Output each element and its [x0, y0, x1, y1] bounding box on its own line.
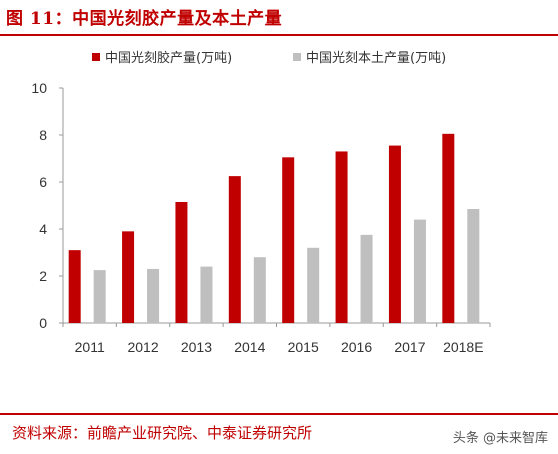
bar-domestic-output-2017 — [413, 219, 426, 323]
bar-domestic-output-2016 — [360, 234, 373, 323]
figure-title: 图 11：中国光刻胶产量及本土产量 — [6, 9, 283, 29]
y-tick-label: 2 — [39, 268, 47, 284]
bar-chart: 中国光刻胶产量(万吨) 中国光刻本土产量(万吨) 0 2 4 6 8 10 2011 2012… — [31, 50, 491, 355]
legend-swatch — [293, 53, 301, 61]
y-tick-label: 6 — [39, 174, 47, 190]
chart-legend: 中国光刻胶产量(万吨) 中国光刻本土产量(万吨) — [92, 50, 446, 66]
title-rule — [0, 34, 558, 36]
x-tick-label: 2011 — [75, 339, 105, 355]
bar-domestic-output-2018E — [467, 209, 480, 323]
x-tick-label: 2016 — [341, 339, 372, 355]
bar-domestic-output-2013 — [200, 266, 213, 323]
legend-label: 中国光刻本土产量(万吨) — [306, 51, 446, 66]
x-tick-label: 2014 — [234, 339, 265, 355]
y-tick-label: 4 — [39, 221, 47, 237]
source-rule — [0, 413, 558, 415]
x-tick-label: 2013 — [181, 339, 212, 355]
bar-domestic-output-2012 — [147, 268, 160, 323]
bar-total-output-2015 — [282, 157, 295, 323]
y-axis: 0 2 4 6 8 10 — [31, 80, 64, 331]
bar-domestic-output-2015 — [307, 247, 320, 323]
bars — [68, 133, 480, 323]
x-tick-label: 2017 — [394, 339, 425, 355]
bar-total-output-2017 — [388, 145, 401, 323]
bar-total-output-2014 — [228, 176, 241, 323]
y-tick-label: 8 — [39, 127, 47, 143]
x-tick-label: 2018E — [443, 339, 483, 355]
x-tick-label: 2012 — [127, 339, 158, 355]
watermark: 头条 @未来智库 — [453, 427, 548, 446]
x-tick-label: 2015 — [288, 339, 319, 355]
bar-total-output-2016 — [335, 151, 348, 323]
bar-domestic-output-2011 — [93, 270, 106, 323]
y-tick-label: 0 — [39, 315, 47, 331]
x-axis: 2011 2012 2013 2014 2015 2016 2017 2018E — [62, 322, 491, 355]
watermark-text: 头条 @未来智库 — [452, 431, 548, 446]
bar-total-output-2013 — [175, 201, 188, 323]
source-note: 资料来源：前瞻产业研究院、中泰证券研究所 — [12, 424, 313, 442]
legend-label: 中国光刻胶产量(万吨) — [105, 50, 232, 66]
bar-total-output-2012 — [122, 231, 135, 323]
bar-total-output-2011 — [68, 250, 81, 323]
legend-swatch — [92, 53, 100, 61]
bar-domestic-output-2014 — [253, 257, 266, 323]
y-tick-label: 10 — [31, 80, 47, 96]
bar-total-output-2018E — [442, 133, 455, 323]
